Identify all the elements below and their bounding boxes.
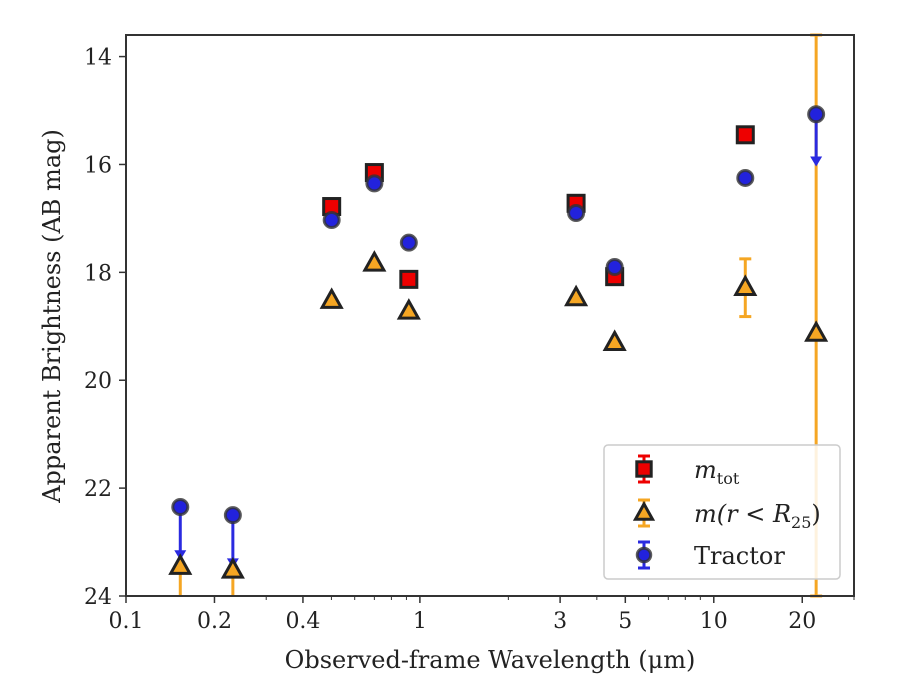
x-tick-label: 3: [553, 609, 567, 634]
tractor-marker: [736, 168, 755, 187]
legend-mtot-label: mtot: [694, 456, 740, 488]
legend-label-subscript: 25: [791, 513, 811, 532]
x-tick-label: 0.4: [285, 609, 320, 634]
legend-mr25-label: m(r < R25): [694, 500, 821, 532]
tractor-marker: [605, 257, 624, 276]
tractor-marker: [399, 233, 418, 252]
y-tick-label: 24: [84, 585, 112, 610]
mr25-marker: [319, 287, 344, 309]
legend-mtot-marker: [635, 460, 653, 478]
tractor-marker: [807, 105, 826, 124]
legend-tractor-marker: [635, 546, 653, 564]
y-tick-label: 22: [84, 477, 112, 502]
y-axis-label: Apparent Brightness (AB mag): [38, 129, 66, 504]
mr25-marker: [362, 250, 387, 272]
mr25-marker: [733, 274, 758, 296]
y-tick-label: 16: [84, 153, 112, 178]
legend-tractor-label: Tractor: [694, 542, 785, 570]
x-tick-label: 0.1: [109, 609, 144, 634]
mr25-marker: [564, 284, 589, 307]
legend: mtot m(r < R25) Tractor: [603, 444, 841, 580]
x-tick-label: 1: [413, 609, 427, 634]
tractor-marker: [223, 506, 242, 525]
tick-layer: 0.1 0.2 0.4 1 3 5 10 20 14 16 18 20 22 24: [84, 46, 855, 634]
x-axis-label: Observed-frame Wavelength (μm): [285, 646, 696, 674]
x-tick-label: 5: [618, 609, 632, 634]
tractor-marker: [171, 497, 190, 516]
y-tick-label: 18: [84, 261, 112, 286]
x-tick-label: 0.2: [197, 609, 232, 634]
legend-mr25-marker: [632, 500, 656, 521]
tractor-upper-limit-arrow: [810, 156, 823, 167]
x-tick-label: 20: [788, 609, 816, 634]
mr25-marker: [168, 553, 193, 575]
legend-label-main: m: [694, 456, 717, 484]
tractor-marker: [567, 204, 586, 223]
legend-box: [603, 444, 841, 580]
tractor-marker: [322, 211, 341, 230]
mr25-marker: [396, 298, 421, 320]
x-tick-label: 10: [700, 609, 728, 634]
plot-frame: [125, 34, 855, 597]
legend-label-main: m(r < R: [694, 500, 791, 528]
y-tick-label: 14: [84, 46, 112, 71]
tractor-marker: [365, 174, 384, 193]
marker-layer: [168, 105, 829, 579]
mtot-marker: [735, 125, 755, 145]
mr25-marker: [804, 320, 829, 342]
y-tick-label: 20: [84, 369, 112, 394]
mr25-marker: [220, 557, 245, 579]
legend-label-close: ): [811, 500, 820, 528]
mtot-marker: [399, 269, 419, 289]
legend-label-subscript: tot: [717, 469, 740, 488]
mr25-marker: [602, 329, 627, 351]
